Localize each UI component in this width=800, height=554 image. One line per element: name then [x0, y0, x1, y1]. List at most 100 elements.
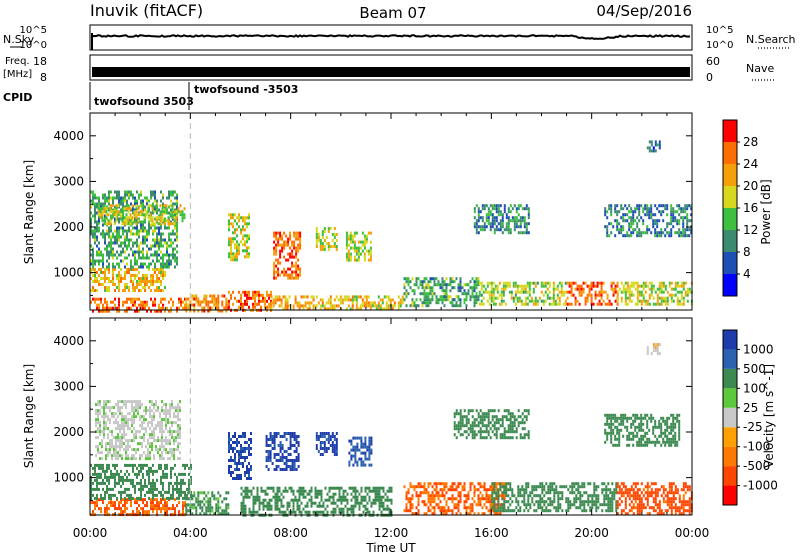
power-cell	[642, 287, 645, 291]
velocity-cell	[286, 507, 289, 511]
power-cell	[112, 306, 114, 310]
power-cell	[108, 244, 110, 248]
power-cell	[176, 202, 178, 206]
velocity-cell	[278, 510, 281, 514]
power-cell	[502, 281, 505, 285]
velocity-cell	[306, 504, 309, 508]
velocity-cell	[109, 448, 111, 452]
velocity-cell	[124, 510, 126, 514]
velocity-cell	[221, 512, 224, 516]
freq-tick-bottom: 8	[40, 71, 47, 84]
power-cell	[112, 277, 114, 280]
power-cell	[329, 304, 332, 308]
power-cell	[491, 207, 494, 211]
power-cell	[443, 280, 446, 284]
power-cell	[306, 295, 309, 299]
velocity-cell	[265, 456, 268, 459]
velocity-cell	[145, 406, 147, 410]
power-cell	[690, 219, 693, 223]
velocity-cell	[250, 432, 252, 435]
power-cell	[104, 193, 106, 197]
power-cell	[443, 289, 446, 293]
velocity-cell	[106, 463, 108, 467]
power-cell	[107, 219, 110, 223]
velocity-cell	[104, 507, 106, 511]
power-cell	[439, 286, 442, 290]
power-cell	[678, 219, 681, 223]
power-cell	[118, 277, 120, 280]
power-cell	[499, 222, 502, 226]
power-cell	[244, 216, 246, 220]
velocity-cell	[96, 496, 98, 500]
velocity-cell	[246, 489, 249, 493]
velocity-cell	[342, 492, 345, 496]
power-cell	[664, 302, 667, 306]
velocity-cell	[132, 496, 134, 500]
power-cell	[680, 293, 683, 297]
velocity-cell	[147, 439, 149, 443]
velocity-cell	[296, 504, 299, 508]
power-cell	[509, 231, 512, 235]
velocity-cell	[176, 478, 178, 482]
velocity-cell	[356, 489, 359, 493]
power-cell	[443, 283, 446, 287]
velocity-cell	[289, 447, 292, 450]
power-cell	[562, 293, 565, 297]
velocity-cell	[115, 436, 117, 440]
power-cell	[205, 294, 208, 298]
power-cell	[676, 302, 679, 306]
power-cell	[495, 204, 498, 208]
power-cell	[162, 196, 164, 200]
power-cell	[268, 293, 270, 297]
velocity-cell	[252, 507, 255, 511]
velocity-cell	[103, 421, 105, 425]
power-cell	[171, 213, 174, 217]
power-cell	[284, 295, 287, 299]
power-cell	[578, 290, 581, 294]
power-cell	[242, 225, 244, 229]
velocity-cell	[125, 424, 127, 428]
velocity-cell	[127, 418, 129, 422]
power-cell	[612, 287, 615, 291]
velocity-cell	[260, 501, 263, 505]
power-cell	[570, 302, 573, 306]
velocity-cell	[356, 460, 359, 464]
power-cell	[459, 301, 462, 305]
power-cell	[526, 290, 529, 294]
velocity-cell	[213, 512, 216, 516]
velocity-cell	[115, 418, 117, 422]
velocity-cell	[165, 403, 167, 407]
power-cell	[578, 287, 581, 291]
velocity-cell	[180, 487, 182, 491]
velocity-cell	[161, 430, 163, 434]
power-cell	[166, 250, 168, 254]
velocity-cell	[292, 507, 295, 511]
power-cell	[98, 250, 100, 254]
power-cell	[524, 284, 527, 288]
velocity-cell	[142, 466, 144, 470]
power-cell	[293, 243, 296, 247]
power-cell	[131, 204, 134, 208]
power-cell	[199, 300, 202, 304]
power-cell	[515, 225, 518, 229]
power-cell	[636, 281, 639, 285]
power-cell	[126, 199, 128, 203]
velocity-cell	[97, 409, 99, 413]
velocity-cell	[148, 466, 150, 470]
power-cell	[162, 262, 164, 266]
power-cell	[275, 231, 278, 235]
power-cell	[445, 289, 448, 293]
velocity-cell	[128, 463, 130, 467]
velocity-cell	[340, 510, 343, 514]
velocity-cell	[280, 498, 283, 502]
velocity-cell	[134, 501, 136, 505]
velocity-cell	[105, 424, 107, 428]
power-cell	[383, 307, 386, 311]
power-cell	[333, 245, 336, 248]
power-cell	[431, 298, 434, 302]
velocity-cell	[282, 510, 285, 514]
power-cell	[648, 146, 651, 150]
velocity-cell	[171, 406, 173, 410]
power-cell	[405, 295, 408, 299]
velocity-cell	[352, 510, 355, 514]
